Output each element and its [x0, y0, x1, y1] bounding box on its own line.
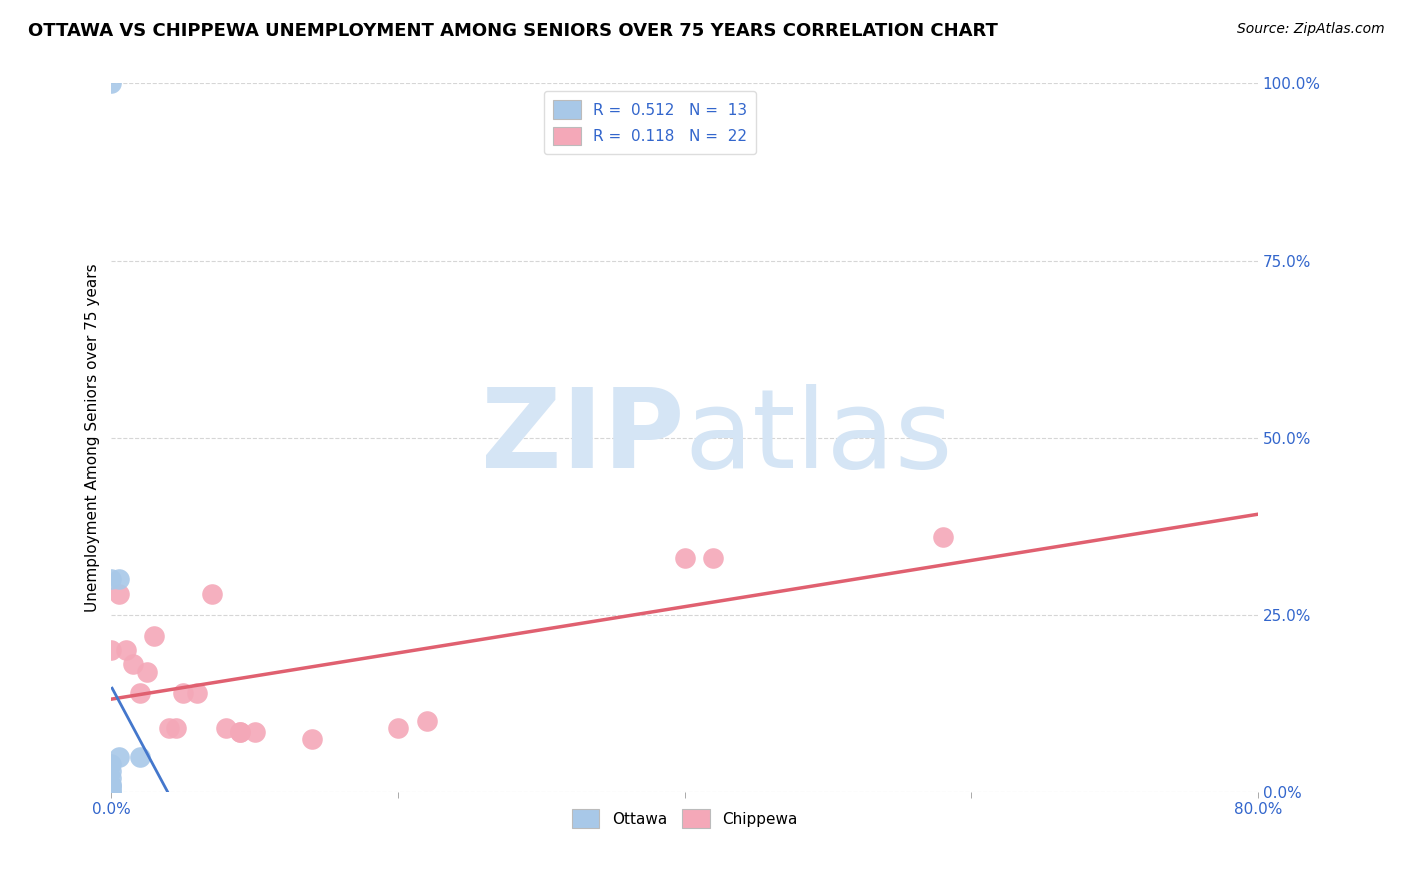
Y-axis label: Unemployment Among Seniors over 75 years: Unemployment Among Seniors over 75 years — [86, 263, 100, 612]
Point — [100, 643, 122, 657]
Point — [129, 686, 152, 700]
Point — [229, 724, 252, 739]
Text: ZIP: ZIP — [481, 384, 685, 491]
Point — [107, 749, 129, 764]
Point — [100, 756, 122, 771]
Point — [100, 778, 122, 792]
Point — [100, 573, 122, 587]
Point — [387, 721, 409, 735]
Text: Source: ZipAtlas.com: Source: ZipAtlas.com — [1237, 22, 1385, 37]
Point — [114, 643, 136, 657]
Point — [165, 721, 187, 735]
Point — [157, 721, 180, 735]
Point — [100, 77, 122, 91]
Point — [172, 686, 194, 700]
Legend: Ottawa, Chippewa: Ottawa, Chippewa — [565, 803, 803, 834]
Point — [415, 714, 437, 728]
Point — [100, 764, 122, 778]
Point — [243, 724, 266, 739]
Point — [122, 657, 145, 672]
Text: atlas: atlas — [685, 384, 953, 491]
Point — [201, 586, 224, 600]
Point — [107, 573, 129, 587]
Point — [100, 785, 122, 799]
Point — [931, 530, 953, 544]
Point — [229, 724, 252, 739]
Point — [100, 781, 122, 796]
Point — [107, 586, 129, 600]
Point — [673, 551, 696, 566]
Point — [136, 665, 159, 679]
Point — [186, 686, 208, 700]
Point — [100, 785, 122, 799]
Point — [702, 551, 724, 566]
Point — [301, 731, 323, 746]
Point — [100, 778, 122, 792]
Point — [100, 771, 122, 785]
Point — [129, 749, 152, 764]
Point — [215, 721, 238, 735]
Text: OTTAWA VS CHIPPEWA UNEMPLOYMENT AMONG SENIORS OVER 75 YEARS CORRELATION CHART: OTTAWA VS CHIPPEWA UNEMPLOYMENT AMONG SE… — [28, 22, 998, 40]
Point — [143, 629, 166, 643]
